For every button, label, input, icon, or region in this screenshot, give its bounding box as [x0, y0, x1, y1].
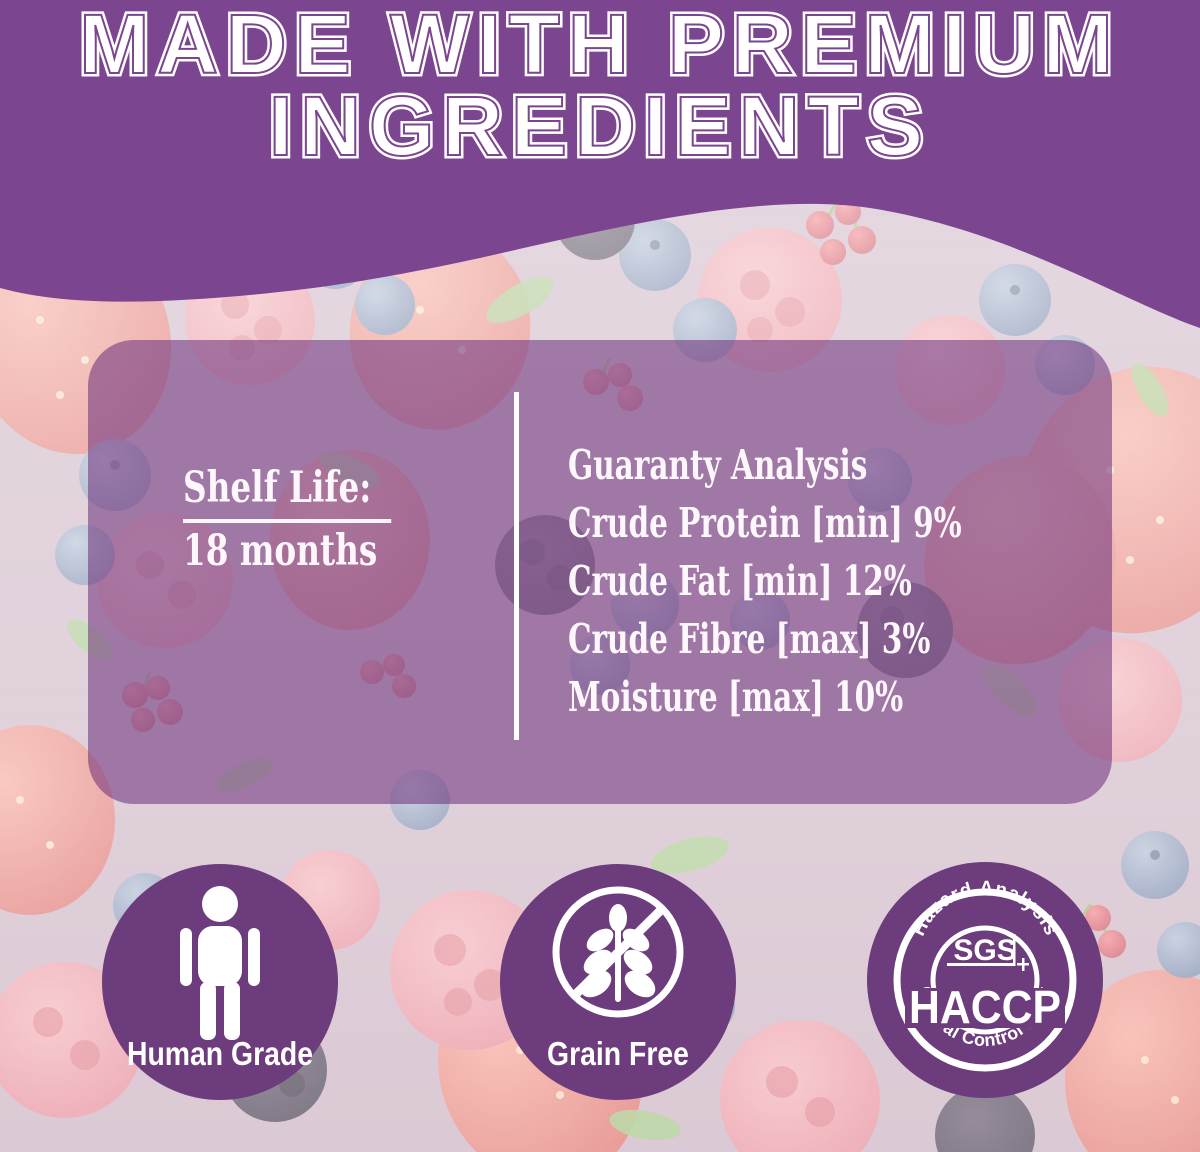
haccp-seal-icon: Hazard Analysis Critical Control Point S…	[893, 878, 1077, 1072]
grain-free-badge: Grain Free	[500, 864, 736, 1100]
headline-text: INGREDIENTS	[265, 79, 932, 173]
sgs-logo-text: SGS	[953, 934, 1016, 967]
grain-free-label: Grain Free	[547, 1035, 689, 1072]
haccp-title-text: HACCP	[909, 981, 1061, 1033]
analysis-row-crude-fat: Crude Fat [min] 12%	[568, 557, 912, 605]
guaranty-analysis-block: Guaranty Analysis Crude Protein [min] 9%…	[568, 436, 962, 726]
shelf-life-label-text: Shelf Life:	[183, 464, 392, 523]
headline-line-1: MADE WITH PREMIUM MADE WITH PREMIUM	[0, 0, 1200, 94]
person-icon	[180, 886, 260, 1040]
headline-inline-stroke: MADE WITH PREMIUM	[78, 0, 1121, 91]
analysis-row-moisture: Moisture [max] 10%	[568, 673, 904, 721]
guaranty-analysis-title: Guaranty Analysis	[568, 441, 868, 489]
headline-line-2: INGREDIENTS INGREDIENTS	[0, 79, 1200, 176]
haccp-seal-badge: Hazard Analysis Critical Control Point S…	[867, 862, 1103, 1098]
shelf-life-value: 18 months	[183, 526, 378, 576]
analysis-row-crude-fibre: Crude Fibre [max] 3%	[568, 615, 931, 663]
headline-text: MADE WITH PREMIUM	[76, 0, 1121, 91]
human-grade-badge: Human Grade	[102, 864, 338, 1100]
grain-crossed-icon	[552, 886, 684, 1018]
header-wave	[0, 0, 1200, 328]
sgs-logo-rule	[947, 934, 1029, 971]
panel-divider	[514, 392, 519, 740]
shelf-life-label: Shelf Life:	[183, 464, 392, 523]
headline-inline-stroke: INGREDIENTS	[268, 79, 932, 173]
analysis-row-crude-protein: Crude Protein [min] 9%	[568, 499, 962, 547]
human-grade-label: Human Grade	[126, 1035, 314, 1072]
info-panel	[88, 340, 1112, 804]
header-wave-shape	[0, 0, 1200, 328]
